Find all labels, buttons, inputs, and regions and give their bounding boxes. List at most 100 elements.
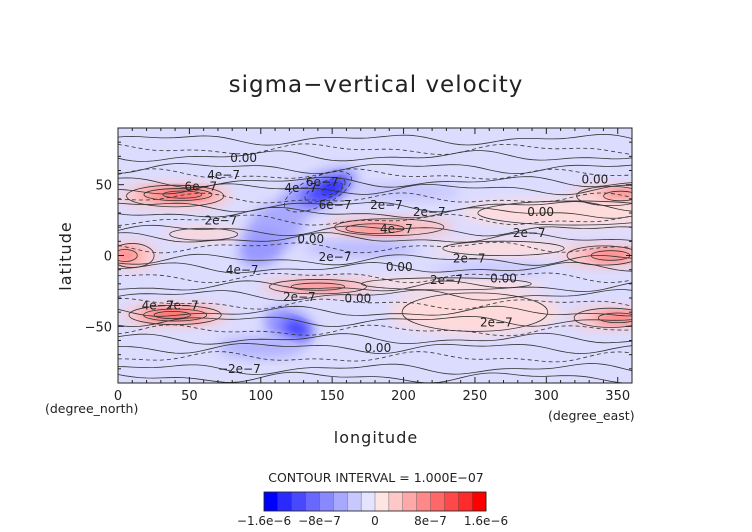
colorbar-tick-labels: −1.6e−6 −8e−7 0 8e−7 1.6e−6 [237, 514, 508, 528]
contour-ring [126, 184, 225, 208]
contour-lines [118, 133, 632, 383]
contour-label: 2e−7 [513, 226, 546, 240]
contour-label: 4e−7 [207, 168, 240, 182]
plot-area [118, 128, 632, 383]
contour-interval-label: CONTOUR INTERVAL = 1.000E−07 [268, 470, 484, 485]
contour-label: 2e−7 [370, 198, 403, 212]
colorbar-swatch [402, 491, 418, 512]
contour-line [118, 183, 632, 196]
contour-ring [603, 190, 632, 202]
contour-label: 4e−7 [226, 263, 259, 277]
x-tick-label: 350 [605, 389, 630, 404]
colorbar-tick-label: 1.6e−6 [464, 514, 508, 528]
x-axis-label: longitude [334, 428, 418, 447]
contour-label: 0.00 [527, 205, 554, 219]
contour-label: 2e−7 [319, 250, 352, 264]
contour-line [118, 343, 632, 354]
field-lobe [159, 190, 206, 199]
contour-line-negative [118, 168, 632, 180]
contour-line [118, 371, 632, 383]
contour-label: 4e−7 [284, 181, 317, 195]
x-tick-label: 200 [391, 389, 416, 404]
y-tick-label: 0 [104, 250, 112, 265]
contour-line-negative [118, 351, 632, 363]
field-lobe [320, 181, 345, 197]
contour-label: 2e−7 [166, 298, 199, 312]
x-tick-label: 50 [181, 389, 198, 404]
contour-line [118, 305, 632, 317]
contour-label: 6e−7 [319, 198, 352, 212]
contour-ring [128, 304, 222, 326]
colorbar-swatch [458, 491, 473, 512]
contour-label: 4e−7 [380, 222, 413, 236]
contour-line [118, 262, 632, 274]
contour-label: 6e−7 [184, 179, 217, 193]
contour-ring [162, 190, 203, 199]
contour-ring [268, 279, 367, 295]
field-lobe [284, 320, 309, 339]
x-tick-label: 100 [248, 389, 273, 404]
contour-line-negative [118, 241, 632, 254]
colorbar-tick-label: −1.6e−6 [237, 514, 291, 528]
field-lobe [303, 241, 418, 256]
contour-line [118, 332, 632, 345]
contour-label: 2e−7 [453, 252, 486, 266]
y-axis: −50 0 50 [85, 141, 632, 370]
colorbar-tick-label: 0 [371, 514, 379, 528]
contour-ring [143, 308, 208, 322]
x-axis: 0 50 100 150 200 250 300 350 [114, 128, 630, 404]
contour-label: 2e−7 [283, 290, 316, 304]
field-lobe [150, 310, 194, 320]
contour-label: 0.00 [582, 172, 609, 186]
x-tick-label: 150 [320, 389, 345, 404]
contour-ring [477, 200, 632, 226]
colorbar-frame [263, 491, 487, 512]
contour-line [118, 280, 632, 293]
colorbar-swatch [416, 491, 432, 512]
contour-line [118, 224, 632, 237]
contour-line [118, 315, 632, 328]
contour-label: 4e−7 [142, 298, 175, 312]
colorbar-swatch [319, 491, 334, 512]
colorbar-swatch [471, 491, 487, 512]
contour-line-negative [118, 324, 632, 337]
contour-ring [118, 243, 155, 268]
colorbar-tick-label: 8e−7 [414, 514, 447, 528]
field-lobe [587, 249, 632, 262]
x-axis-unit: (degree_east) [548, 408, 635, 423]
velocity-field [118, 167, 632, 359]
field-lobe [118, 248, 140, 263]
contour-label: 0.00 [230, 151, 257, 165]
colorbar [263, 491, 487, 512]
y-tick-label: −50 [85, 320, 112, 335]
colorbar-swatch [263, 491, 279, 512]
contour-label: 2e−7 [204, 213, 237, 227]
colorbar-swatch [333, 491, 348, 512]
contour-line-negative [118, 143, 632, 155]
y-axis-label: latitude [56, 221, 75, 290]
contour-label: 0.00 [490, 271, 517, 285]
x-tick-label: 250 [463, 389, 488, 404]
x-tick-label: 300 [534, 389, 559, 404]
chart-title: sigma−vertical velocity [229, 72, 524, 98]
contour-ring [290, 282, 345, 291]
contour-ring [143, 188, 213, 202]
contour-ring [334, 218, 445, 236]
x-tick-label: 0 [114, 389, 122, 404]
field-lobe [432, 239, 575, 257]
contour-ring [573, 307, 632, 328]
contour-line-negative [118, 272, 632, 284]
contour-line-negative [118, 298, 632, 310]
contour-ring [401, 292, 549, 332]
contour-ring [304, 177, 346, 203]
contour-label: 0.00 [386, 260, 413, 274]
contour-label: 6e−7 [306, 175, 339, 189]
contour-label: 2e−7 [430, 273, 463, 287]
field-lobe [594, 312, 632, 324]
contour-ring [321, 182, 343, 196]
contour-label: 0.00 [364, 341, 391, 355]
field-lobe [163, 227, 244, 242]
contour-ring [345, 223, 405, 234]
field-lobe [217, 336, 304, 359]
